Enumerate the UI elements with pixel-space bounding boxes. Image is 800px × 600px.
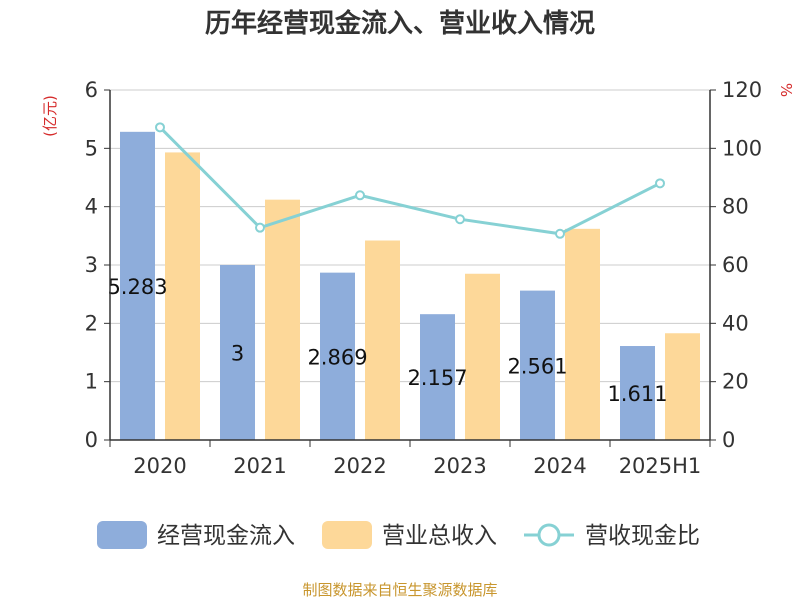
ratio-point [655,178,665,189]
legend-swatch [97,521,147,549]
bar-cash-inflow [220,265,255,440]
ratio-line [155,122,665,239]
legend-label: 经营现金流入 [157,523,295,549]
left-tick-label: 2 [85,311,98,335]
left-tick-label: 4 [85,195,98,219]
legend-marker [537,523,561,547]
bars [120,131,700,440]
bar-revenue [665,333,700,440]
grid [110,89,710,383]
left-axis-unit: (亿元) [41,95,59,137]
right-tick-label: 60 [722,253,749,277]
x-tick-label: 2025H1 [619,454,702,478]
left-tick-label: 1 [85,370,98,394]
ratio-point [555,228,565,239]
left-tick-label: 5 [85,136,98,160]
right-tick-label: 40 [722,311,749,335]
x-tick-label: 2022 [333,454,386,478]
bar-labels: 5.283 3 2.869 2.157 2.561 1.611 [107,275,667,406]
ratio-point [255,222,265,233]
legend-swatch [322,521,372,549]
bar-cash-inflow [420,314,455,440]
x-tick-label: 2021 [233,454,286,478]
left-tick-label: 6 [85,78,98,102]
left-tick-label: 0 [85,428,98,452]
x-tick-label: 2020 [133,454,186,478]
right-tick-label: 100 [722,136,762,160]
bar-data-label: 5.283 [107,275,167,299]
bar-data-label: 1.611 [607,382,667,406]
ratio-line-path [158,126,661,236]
bar-data-label: 2.561 [507,354,567,378]
bar-revenue [365,240,400,440]
source-note: 制图数据来自恒生聚源数据库 [302,581,497,599]
bar-data-label: 2.869 [307,345,367,369]
right-tick-label: 20 [722,370,749,394]
bar-revenue [265,199,300,440]
chart-title: 历年经营现金流入、营业收入情况 [205,8,595,39]
bar-cash-inflow [520,290,555,440]
ratio-point [155,122,165,133]
legend-label: 营业总收入 [382,523,497,549]
right-axis-unit: % [777,83,795,97]
bar-cash-inflow [320,272,355,440]
bar-revenue [165,152,200,440]
bar-data-label: 2.157 [407,366,467,390]
left-tick-label: 3 [85,253,98,277]
bar-revenue [465,273,500,440]
legend-label: 营收现金比 [585,523,700,549]
x-tick-label: 2023 [433,454,486,478]
ratio-point [455,214,465,225]
bar-revenue [565,228,600,440]
ratio-point [355,190,365,201]
bar-data-label: 3 [231,342,244,366]
bar-cash-inflow [120,131,155,440]
right-tick-label: 80 [722,195,749,219]
x-tick-label: 2024 [533,454,586,478]
right-tick-label: 0 [722,428,735,452]
right-tick-label: 120 [722,78,762,102]
legend: 经营现金流入 营业总收入 营收现金比 [97,521,700,549]
bar-cash-inflow [620,346,655,440]
